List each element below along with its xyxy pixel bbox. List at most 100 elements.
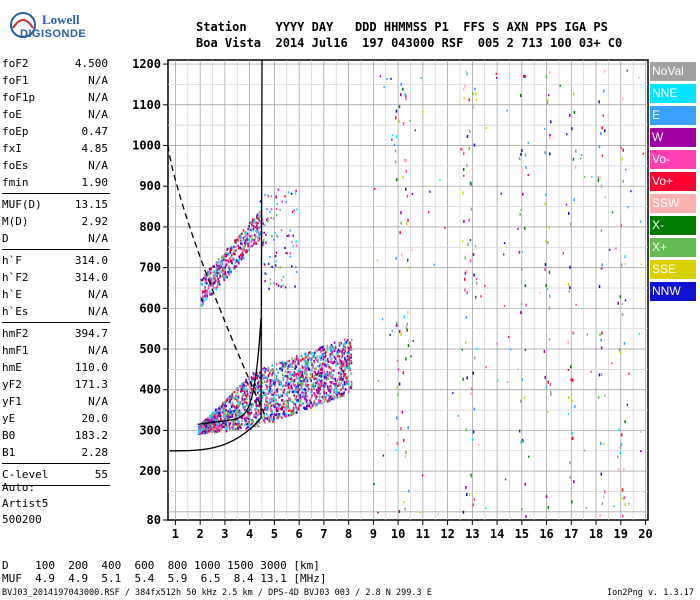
echo-dot <box>207 287 210 290</box>
echo-dot <box>321 354 323 357</box>
echo-dot <box>298 406 300 409</box>
echo-dot <box>262 241 264 244</box>
echo-dot <box>400 427 402 431</box>
echo-dot <box>265 408 267 412</box>
echo-dot <box>293 371 296 374</box>
echo-dot <box>336 378 339 381</box>
echo-dot <box>237 387 239 390</box>
param-label: h`F <box>2 254 22 267</box>
echo-dot <box>257 404 259 408</box>
echo-dot <box>319 374 321 377</box>
echo-dot <box>350 361 353 365</box>
echo-dot <box>229 410 232 413</box>
echo-dot <box>562 252 565 255</box>
echo-dot <box>382 454 385 457</box>
param-separator <box>2 249 110 250</box>
echo-dot <box>521 378 523 382</box>
echo-dot <box>218 414 221 417</box>
echo-dot <box>275 401 277 404</box>
echo-dot <box>210 293 213 296</box>
echo-dot <box>308 402 311 405</box>
echo-dot <box>618 428 620 432</box>
param-label: fmin <box>2 176 29 189</box>
echo-dot <box>289 386 291 390</box>
echo-dot <box>334 346 337 350</box>
echo-dot <box>573 480 575 484</box>
echo-dot <box>527 141 529 144</box>
echo-dot <box>272 371 274 375</box>
x-tick-label: 17 <box>564 527 578 541</box>
echo-dot <box>205 279 207 283</box>
echo-dot <box>312 381 315 385</box>
echo-dot <box>282 384 285 387</box>
echo-dot <box>325 378 328 382</box>
echo-dot <box>281 369 284 372</box>
echo-dot <box>266 417 268 421</box>
echo-dot <box>461 240 464 243</box>
echo-dot <box>242 229 245 232</box>
echo-dot <box>599 442 602 446</box>
echo-dot <box>219 275 222 278</box>
echo-dot <box>473 407 476 411</box>
param-row: MUF(D) 13.15 <box>2 196 110 213</box>
echo-dot <box>326 394 328 397</box>
param-label: foF1 <box>2 74 29 87</box>
echo-dot <box>286 380 289 384</box>
echo-dot <box>247 239 249 242</box>
logo-emblem-icon <box>10 12 36 38</box>
param-value: 13.15 <box>74 198 108 211</box>
echo-dot <box>202 428 204 432</box>
echo-dot <box>525 515 527 519</box>
echo-dot <box>626 403 629 406</box>
echo-dot <box>209 427 211 430</box>
echo-dot <box>396 359 399 362</box>
echo-dot <box>283 375 285 378</box>
echo-dot <box>603 129 606 133</box>
echo-dot <box>282 412 285 415</box>
echo-dot <box>258 239 260 242</box>
echo-dot <box>350 384 353 387</box>
echo-dot <box>302 377 305 381</box>
echo-dot <box>205 420 208 424</box>
echo-dot <box>221 255 223 259</box>
echo-dot <box>317 387 320 391</box>
echo-dot <box>320 382 322 385</box>
param-value: 314.0 <box>74 254 108 267</box>
echo-dot <box>217 280 220 283</box>
echo-dot <box>235 249 237 252</box>
echo-dot <box>306 380 309 383</box>
echo-dot <box>213 417 216 421</box>
echo-dot <box>275 283 278 286</box>
echo-dot <box>316 389 319 393</box>
param-label: h`E <box>2 288 22 301</box>
echo-dot <box>278 413 280 416</box>
echo-dot <box>544 375 546 379</box>
echo-dot <box>243 386 245 389</box>
profile-curve <box>169 417 262 452</box>
echo-dot <box>293 401 295 405</box>
echo-dot <box>267 195 270 198</box>
echo-dot <box>254 226 257 229</box>
echo-dot <box>322 387 325 390</box>
x-tick-label: 14 <box>490 527 504 541</box>
echo-dot <box>496 342 498 345</box>
echo-dot <box>327 385 329 389</box>
echo-dot <box>325 365 328 368</box>
echo-dot <box>266 379 269 383</box>
echo-dot <box>225 413 228 417</box>
echo-dot <box>519 94 522 98</box>
echo-dot <box>222 421 224 425</box>
echo-dot <box>248 227 251 231</box>
echo-dot <box>216 409 218 412</box>
echo-dot <box>276 388 279 391</box>
echo-dot <box>245 250 247 254</box>
echo-dot <box>243 400 246 404</box>
x-tick-label: 19 <box>614 527 628 541</box>
echo-dot <box>228 265 230 268</box>
echo-dot <box>598 100 600 104</box>
echo-dot <box>212 287 215 290</box>
echo-dot <box>386 78 388 81</box>
echo-dot <box>292 234 294 237</box>
echo-dot <box>224 416 226 419</box>
echo-dot <box>221 261 223 265</box>
